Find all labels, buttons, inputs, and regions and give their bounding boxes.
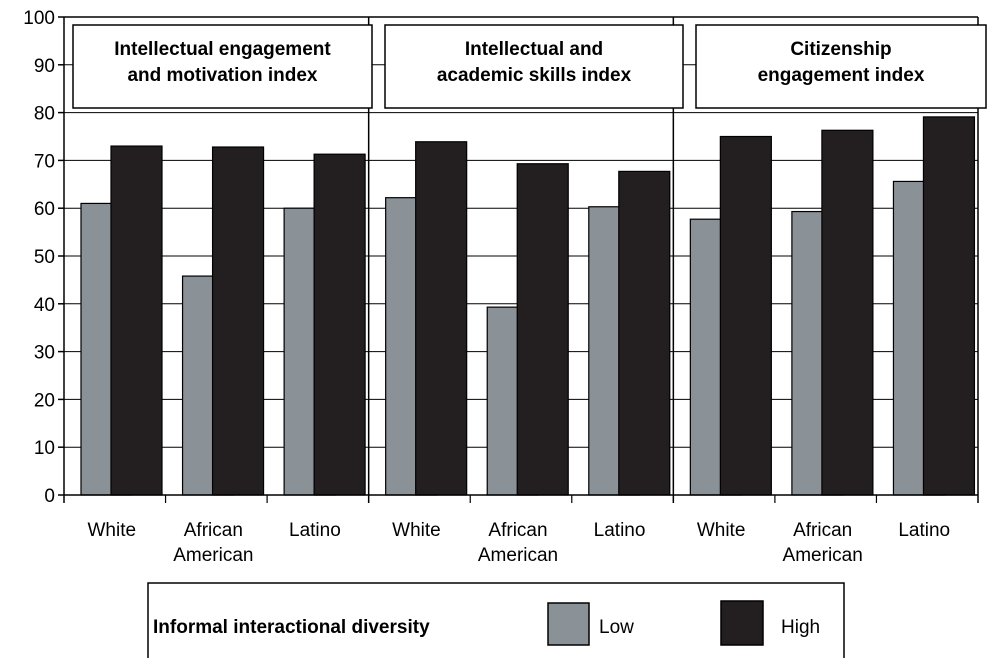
x-tick-label: African: [793, 520, 852, 541]
legend-label-low: Low: [599, 617, 634, 638]
bar-high: [415, 141, 468, 496]
bar-high: [922, 116, 976, 496]
y-tick-label: 60: [34, 199, 55, 220]
panel-title: Citizenship: [790, 39, 891, 60]
legend-swatch-high: [720, 600, 764, 646]
x-tick-label: African: [488, 520, 547, 541]
legend-swatch-low: [547, 602, 590, 646]
x-tick-label: Latino: [898, 520, 950, 541]
bar-high: [719, 135, 772, 496]
x-tick-label: African: [184, 520, 243, 541]
y-tick-label: 10: [34, 438, 55, 459]
legend-label-high: High: [781, 617, 820, 638]
y-tick-label: 20: [34, 390, 55, 411]
bar-high: [110, 145, 163, 496]
panel-title: Intellectual and: [465, 39, 603, 60]
panel-titles: Intellectual engagement and motivation in…: [72, 24, 987, 109]
x-tick-label: White: [697, 520, 746, 541]
panel-title-box: [384, 24, 684, 109]
bar-high: [618, 170, 671, 496]
x-tick-label: American: [783, 545, 863, 566]
bar-high: [821, 129, 874, 496]
panel-title-box: [72, 24, 373, 109]
y-tick-label: 30: [34, 343, 55, 364]
panel-title: academic skills index: [437, 65, 632, 86]
x-tick-label: Latino: [289, 520, 341, 541]
y-tick-label: 70: [34, 151, 55, 172]
panel-title-box: [695, 24, 987, 109]
legend: Informal interactional diversity Low Hig…: [147, 582, 845, 658]
panel-title: Intellectual engagement: [114, 39, 331, 60]
y-tick-label: 50: [34, 247, 55, 268]
legend-title: Informal interactional diversity: [153, 617, 430, 638]
x-tick-label: Latino: [594, 520, 646, 541]
axis-layer: 0 10 20 30 40 50 60 70 80 90 100 White African Americ…: [23, 8, 979, 566]
bar-high: [313, 153, 366, 496]
x-tick-label: American: [173, 545, 253, 566]
y-tick-label: 0: [44, 486, 55, 507]
y-tick-label: 80: [34, 104, 55, 125]
y-tick-label: 90: [34, 56, 55, 77]
panel-title: engagement index: [758, 65, 925, 86]
bar-high: [211, 146, 265, 496]
y-tick-label: 100: [23, 8, 55, 29]
x-tick-label: American: [478, 545, 558, 566]
x-tick-label: White: [392, 520, 441, 541]
bars-layer: [80, 116, 976, 496]
y-tick-label: 40: [34, 295, 55, 316]
bar-high: [516, 163, 569, 496]
panel-title: and motivation index: [127, 65, 317, 86]
x-tick-label: White: [87, 520, 136, 541]
